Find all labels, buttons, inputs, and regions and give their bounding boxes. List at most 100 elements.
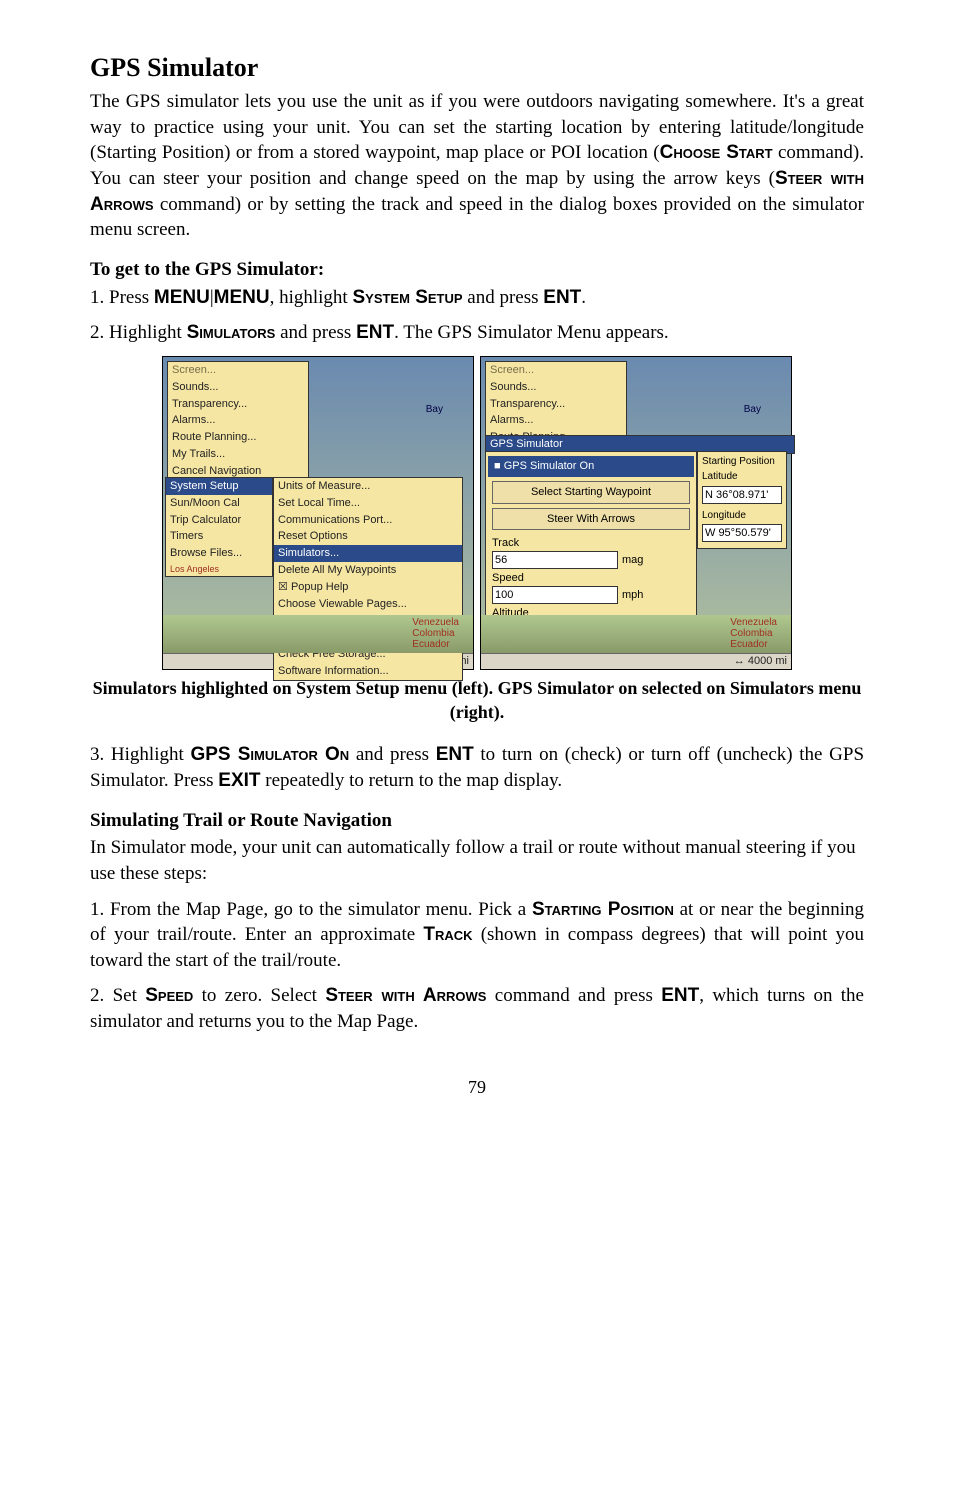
menu-popup-help-label: Popup Help: [291, 581, 349, 593]
system-setup-cmd: System Setup: [352, 287, 462, 308]
lon-label: Longitude: [698, 508, 786, 524]
menu-browse-files[interactable]: Browse Files...: [166, 545, 272, 562]
p5-a: 1. From the Map Page, go to the simulato…: [90, 899, 532, 920]
map-labels-right: Venezuela Colombia Ecuador: [730, 617, 777, 650]
menu2-transparency[interactable]: Transparency...: [486, 396, 626, 413]
map-label-colombia: Colombia: [412, 628, 459, 639]
menu-comm-port[interactable]: Communications Port...: [274, 512, 462, 529]
subhead-simulating: Simulating Trail or Route Navigation: [90, 808, 864, 834]
screenshot-left: Bay Screen... Sounds... Transparency... …: [162, 356, 474, 670]
screenshot-caption: Simulators highlighted on System Setup m…: [90, 676, 864, 725]
speed-input[interactable]: [492, 586, 618, 604]
lat-label: Latitude: [698, 469, 786, 485]
menu2-sounds[interactable]: Sounds...: [486, 379, 626, 396]
step3-a: 3. Highlight: [90, 744, 190, 765]
step1-d: .: [581, 287, 586, 308]
exit-key: EXIT: [218, 770, 260, 791]
speed-label: Speed: [486, 569, 696, 586]
map-label-venezuela: Venezuela: [412, 617, 459, 628]
menu-alarms[interactable]: Alarms...: [168, 412, 308, 429]
menu-screen[interactable]: Screen...: [168, 362, 308, 379]
step1-c: and press: [463, 287, 544, 308]
menu-key-2: MENU: [214, 287, 270, 308]
menu-simulators[interactable]: Simulators...: [274, 545, 462, 562]
left-screen-body: Bay Screen... Sounds... Transparency... …: [163, 357, 473, 615]
starting-position-cmd: Starting Position: [532, 899, 674, 920]
step-2: 2. Highlight Simulators and press ENT. T…: [90, 320, 864, 346]
step2-a: 2. Highlight: [90, 322, 187, 343]
sim-intro: In Simulator mode, your unit can automat…: [90, 835, 864, 886]
gps-sim-on-label: GPS Simulator On: [504, 460, 594, 472]
menu-transparency[interactable]: Transparency...: [168, 396, 308, 413]
step3-d: repeatedly to return to the map display.: [261, 770, 563, 791]
subhead-get-to-sim: To get to the GPS Simulator:: [90, 257, 864, 283]
page-number: 79: [90, 1075, 864, 1099]
select-start-wp-button[interactable]: Select Starting Waypoint: [492, 481, 690, 504]
gps-sim-on-cmd: GPS Simulator On: [190, 744, 349, 765]
simulators-cmd: Simulators: [187, 322, 276, 343]
lat-value[interactable]: N 36°08.971': [702, 486, 782, 504]
step-1: 1. Press MENU|MENU, highlight System Set…: [90, 285, 864, 311]
ent-key-2: ENT: [356, 322, 394, 343]
sim-step-2: 2. Set Speed to zero. Select Steer with …: [90, 983, 864, 1034]
lon-value[interactable]: W 95°50.579': [702, 524, 782, 542]
step2-c: . The GPS Simulator Menu appears.: [394, 322, 669, 343]
menu2-screen[interactable]: Screen...: [486, 362, 626, 379]
track-label: Track: [486, 534, 696, 551]
heading-gps-simulator: GPS Simulator: [90, 50, 864, 85]
menu-key-1: MENU: [154, 287, 210, 308]
menu-delete-wp[interactable]: Delete All My Waypoints: [274, 562, 462, 579]
menu-sounds[interactable]: Sounds...: [168, 379, 308, 396]
map-label-bay-left: Bay: [426, 403, 443, 417]
scale-value-right: 4000: [748, 655, 772, 667]
right-scale-bar: ↔ 4000 mi: [481, 653, 791, 669]
menu-local-time[interactable]: Set Local Time...: [274, 495, 462, 512]
map-labels-left: Venezuela Colombia Ecuador: [412, 617, 459, 650]
step2-b: and press: [275, 322, 356, 343]
menu-route-planning[interactable]: Route Planning...: [168, 429, 308, 446]
ent-key-1: ENT: [543, 287, 581, 308]
left-side-menu: System Setup Sun/Moon Cal Trip Calculato…: [165, 477, 273, 577]
map-label-venezuela-2: Venezuela: [730, 617, 777, 628]
step3-b: and press: [349, 744, 436, 765]
right-map-strip: Venezuela Colombia Ecuador: [481, 615, 791, 653]
intro-text-c: command) or by setting the track and spe…: [90, 194, 864, 241]
p6-c: command and press: [486, 985, 661, 1006]
steer-arrows-cmd-2: Steer with Arrows: [325, 985, 486, 1006]
track-cmd: Track: [423, 924, 472, 945]
map-label-bay-right: Bay: [744, 403, 761, 417]
map-label-ecuador-2: Ecuador: [730, 639, 777, 650]
intro-paragraph: The GPS simulator lets you use the unit …: [90, 89, 864, 243]
menu-reset[interactable]: Reset Options: [274, 528, 462, 545]
choose-start-cmd: Choose Start: [660, 142, 773, 163]
gps-sim-on-row[interactable]: ■ GPS Simulator On: [488, 456, 694, 477]
start-pos-panel: Starting Position Latitude N 36°08.971' …: [697, 451, 787, 550]
map-label-la: Los Angeles: [166, 562, 272, 576]
map-label-colombia-2: Colombia: [730, 628, 777, 639]
step1-a: 1. Press: [90, 287, 154, 308]
screenshot-right: Bay Screen... Sounds... Transparency... …: [480, 356, 792, 670]
menu2-alarms[interactable]: Alarms...: [486, 412, 626, 429]
start-pos-label: Starting Position: [698, 454, 786, 470]
steer-arrows-button[interactable]: Steer With Arrows: [492, 508, 690, 531]
menu-viewable-pages[interactable]: Choose Viewable Pages...: [274, 596, 462, 613]
menu-sunmoon[interactable]: Sun/Moon Cal: [166, 495, 272, 512]
left-map-strip: Venezuela Colombia Ecuador: [163, 615, 473, 653]
checkbox-icon: ☒: [278, 581, 288, 593]
speed-cmd: Speed: [145, 985, 193, 1006]
menu-timers[interactable]: Timers: [166, 528, 272, 545]
menu-sw-info[interactable]: Software Information...: [274, 663, 462, 680]
right-screen-body: Bay Screen... Sounds... Transparency... …: [481, 357, 791, 615]
menu-my-trails[interactable]: My Trails...: [168, 446, 308, 463]
menu-units[interactable]: Units of Measure...: [274, 478, 462, 495]
track-input[interactable]: [492, 551, 618, 569]
p6-a: 2. Set: [90, 985, 145, 1006]
speed-unit: mph: [622, 588, 643, 603]
menu-trip-calc[interactable]: Trip Calculator: [166, 512, 272, 529]
check-on-icon: ■: [494, 460, 501, 472]
sim-step-1: 1. From the Map Page, go to the simulato…: [90, 897, 864, 974]
ent-key-4: ENT: [661, 985, 699, 1006]
menu-popup-help[interactable]: ☒ Popup Help: [274, 579, 462, 596]
ent-key-3: ENT: [436, 744, 474, 765]
menu-system-setup[interactable]: System Setup: [166, 478, 272, 495]
